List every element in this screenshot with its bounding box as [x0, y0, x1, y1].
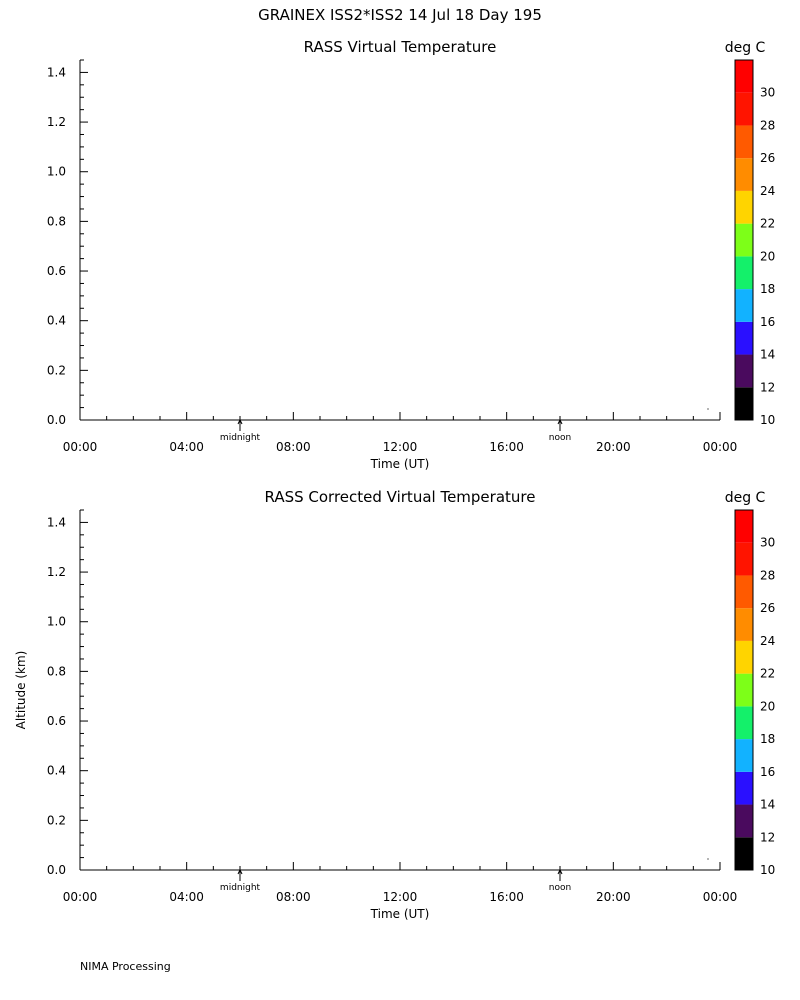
marker-label: noon — [549, 883, 571, 893]
y-axis-label: Altitude (km) — [14, 651, 28, 730]
x-tick-label: 08:00 — [276, 440, 311, 454]
colorbar-segment — [735, 158, 753, 191]
colorbar-frame — [734, 59, 754, 421]
y-tick-label: 0.6 — [47, 714, 66, 728]
y-tick-label: 1.4 — [47, 65, 66, 79]
marker-arrow-head — [237, 868, 243, 875]
x-tick-label: 04:00 — [169, 890, 204, 904]
colorbar-segment — [735, 739, 753, 772]
colorbar-tick-label: 26 — [760, 601, 775, 615]
marker-arrow-head — [557, 418, 563, 425]
x-tick-label: 00:00 — [703, 440, 738, 454]
footer-text: NIMA Processing — [80, 960, 171, 973]
y-tick-label: 1.0 — [47, 165, 66, 179]
x-tick-label: 08:00 — [276, 890, 311, 904]
colorbar-segment — [735, 575, 753, 609]
panel-corrected-virtual-temperature: RASS Corrected Virtual Temperature deg C 0… — [14, 488, 775, 921]
x-tick-label: 00:00 — [703, 890, 738, 904]
colorbar-tick-label: 12 — [760, 830, 775, 844]
y-tick-label: 0.0 — [47, 863, 66, 877]
colorbar-tick-label: 28 — [760, 568, 775, 582]
colorbar-segment — [735, 837, 753, 870]
colorbar-tick-label: 16 — [760, 315, 775, 329]
y-tick-label: 0.4 — [47, 764, 66, 778]
marker-label: midnight — [220, 883, 261, 893]
marker-arrow-head — [237, 418, 243, 425]
colorbar-tick-label: 14 — [760, 348, 775, 362]
y-tick-label: 1.2 — [47, 565, 66, 579]
figure-title: GRAINEX ISS2*ISS2 14 Jul 18 Day 195 — [258, 6, 542, 24]
x-tick-label: 00:00 — [63, 440, 98, 454]
colorbar-segment — [735, 542, 753, 576]
colorbar-tick-label: 30 — [760, 86, 775, 100]
colorbar-tick-label: 24 — [760, 634, 775, 648]
y-tick-label: 0.4 — [47, 314, 66, 328]
colorbar-tick-label: 30 — [760, 536, 775, 550]
x-tick-label: 04:00 — [169, 440, 204, 454]
colorbar-frame — [734, 509, 754, 871]
colorbar-tick-label: 20 — [760, 699, 775, 713]
x-tick-label: 00:00 — [63, 890, 98, 904]
panel-title: RASS Virtual Temperature — [304, 38, 497, 56]
marker-arrow-head — [557, 868, 563, 875]
x-tick-label: 20:00 — [596, 440, 631, 454]
colorbar-segment — [735, 387, 753, 420]
colorbar-segment — [735, 804, 753, 838]
colorbar-tick-label: 20 — [760, 249, 775, 263]
colorbar-segment — [735, 771, 753, 805]
x-tick-label: 12:00 — [383, 440, 418, 454]
y-tick-label: 0.8 — [47, 214, 66, 228]
colorbar-segment — [735, 673, 753, 707]
y-tick-label: 1.4 — [47, 515, 66, 529]
y-tick-label: 0.2 — [47, 813, 66, 827]
colorbar-tick-label: 22 — [760, 667, 775, 681]
y-tick-label: 0.8 — [47, 664, 66, 678]
colorbar-tick-label: 24 — [760, 184, 775, 198]
x-tick-label: 16:00 — [489, 440, 524, 454]
colorbar-tick-label: 26 — [760, 151, 775, 165]
colorbar-segment — [735, 256, 753, 290]
colorbar-segment — [735, 510, 753, 543]
colorbar-segment — [735, 321, 753, 355]
colorbar-tick-label: 22 — [760, 217, 775, 231]
panel-virtual-temperature: RASS Virtual Temperature deg C 0.0 0.2 0.4 0.… — [47, 38, 775, 471]
colorbar-segment — [735, 190, 753, 224]
y-tick-label: 0.0 — [47, 413, 66, 427]
colorbar-segment — [735, 223, 753, 257]
colorbar-unit-label: deg C — [725, 490, 766, 506]
data-point — [707, 408, 709, 410]
colorbar-tick-label: 16 — [760, 765, 775, 779]
colorbar-tick-label: 18 — [760, 732, 775, 746]
colorbar-segment — [735, 706, 753, 740]
y-tick-label: 1.0 — [47, 615, 66, 629]
colorbar-segment — [735, 125, 753, 159]
marker-label: noon — [549, 433, 571, 443]
colorbar-segment — [735, 289, 753, 322]
colorbar-tick-label: 12 — [760, 380, 775, 394]
x-axis-label: Time (UT) — [370, 457, 430, 471]
colorbar-unit-label: deg C — [725, 40, 766, 56]
y-tick-label: 0.6 — [47, 264, 66, 278]
colorbar-tick-label: 14 — [760, 798, 775, 812]
y-tick-label: 0.2 — [47, 363, 66, 377]
y-tick-label: 1.2 — [47, 115, 66, 129]
x-tick-label: 20:00 — [596, 890, 631, 904]
colorbar-segment — [735, 354, 753, 388]
data-point — [707, 858, 709, 860]
colorbar-tick-label: 10 — [760, 863, 775, 877]
colorbar-tick-label: 28 — [760, 118, 775, 132]
colorbar-segment — [735, 640, 753, 674]
x-tick-label: 16:00 — [489, 890, 524, 904]
colorbar-tick-label: 10 — [760, 413, 775, 427]
colorbar-segment — [735, 60, 753, 93]
colorbar-segment — [735, 92, 753, 126]
colorbar-segment — [735, 608, 753, 641]
marker-label: midnight — [220, 433, 261, 443]
colorbar-tick-label: 18 — [760, 282, 775, 296]
panel-title: RASS Corrected Virtual Temperature — [265, 488, 536, 506]
x-tick-label: 12:00 — [383, 890, 418, 904]
x-axis-label: Time (UT) — [370, 907, 430, 921]
